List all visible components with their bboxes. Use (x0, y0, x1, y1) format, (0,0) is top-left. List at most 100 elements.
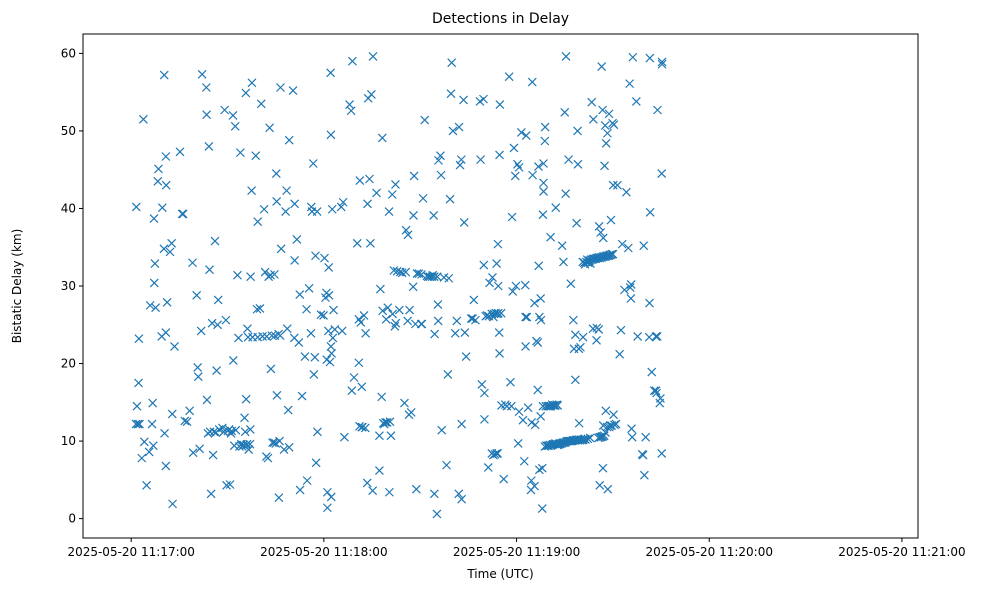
data-point (228, 356, 238, 365)
data-point (247, 186, 257, 196)
data-point (234, 333, 243, 343)
data-point (601, 428, 610, 437)
data-point (295, 485, 305, 495)
data-point (523, 403, 533, 413)
data-point (322, 503, 332, 513)
data-point (403, 316, 413, 326)
x-tick-label: 2025-05-20 11:17:00 (67, 545, 194, 559)
data-point (242, 439, 252, 449)
data-point (521, 312, 530, 322)
data-point (326, 342, 336, 351)
data-point (536, 293, 546, 303)
data-point (461, 352, 471, 361)
data-point (514, 407, 524, 417)
data-point (533, 385, 543, 395)
data-point (436, 170, 446, 180)
data-point (420, 115, 430, 125)
data-point (454, 122, 464, 132)
data-point (157, 203, 167, 213)
data-point (208, 450, 218, 460)
data-point (326, 130, 336, 140)
data-point (175, 147, 185, 157)
data-point (263, 453, 273, 463)
plot-frame (82, 33, 919, 539)
data-point (513, 159, 522, 169)
data-point (657, 59, 667, 69)
data-point (509, 143, 519, 153)
data-point (578, 332, 588, 342)
data-point (600, 121, 610, 130)
data-point (240, 427, 250, 437)
data-point (564, 155, 574, 165)
data-point (245, 425, 255, 434)
data-point (457, 494, 467, 504)
data-point (539, 178, 548, 188)
data-point (149, 214, 159, 223)
data-point (330, 324, 340, 334)
x-tick-label: 2025-05-20 11:19:00 (453, 545, 580, 559)
data-point (553, 400, 563, 410)
data-point (639, 241, 649, 251)
x-tick-label: 2025-05-20 11:18:00 (260, 545, 387, 559)
data-point (587, 97, 597, 107)
data-point (222, 480, 231, 490)
data-point (598, 233, 608, 243)
data-point (561, 189, 571, 199)
data-point (282, 324, 292, 334)
data-point (182, 417, 192, 427)
data-point (131, 202, 141, 212)
data-point (651, 386, 661, 396)
data-point (336, 202, 346, 212)
data-point (188, 258, 197, 268)
data-point (534, 261, 544, 271)
data-point (243, 324, 252, 334)
data-point (295, 290, 305, 299)
data-point (476, 155, 486, 165)
data-point (272, 197, 282, 206)
data-point (457, 419, 467, 429)
data-point (252, 304, 262, 314)
data-point (495, 150, 504, 160)
data-point (433, 316, 443, 326)
data-point (601, 138, 611, 148)
data-point (338, 197, 348, 207)
data-point (329, 305, 338, 315)
data-point (595, 480, 605, 490)
data-point (409, 211, 418, 220)
data-point (206, 489, 216, 499)
data-point (620, 285, 629, 295)
data-point (621, 187, 631, 197)
data-point (363, 199, 372, 209)
data-point (616, 325, 626, 335)
data-point (133, 419, 143, 429)
data-point (429, 272, 439, 282)
data-point (304, 283, 314, 293)
data-point (246, 272, 256, 282)
data-point (400, 398, 409, 408)
data-point (290, 255, 300, 265)
data-point (292, 235, 302, 244)
data-point (352, 238, 362, 248)
data-point (201, 83, 211, 92)
data-point (283, 405, 293, 415)
data-point (260, 267, 270, 277)
data-point (603, 128, 612, 138)
data-point (311, 251, 320, 261)
data-point (460, 328, 470, 337)
data-point (530, 481, 539, 491)
data-point (483, 463, 493, 472)
data-point (647, 367, 657, 377)
data-point (492, 259, 502, 268)
data-point (381, 314, 391, 324)
data-point (561, 52, 571, 61)
data-point (434, 155, 443, 165)
data-point (406, 407, 416, 417)
data-point (139, 437, 149, 447)
data-point (540, 136, 550, 146)
data-point (645, 298, 654, 308)
data-point (437, 425, 447, 435)
data-point (384, 487, 394, 497)
data-point (294, 338, 304, 348)
data-point (573, 159, 583, 169)
data-point (585, 259, 595, 268)
